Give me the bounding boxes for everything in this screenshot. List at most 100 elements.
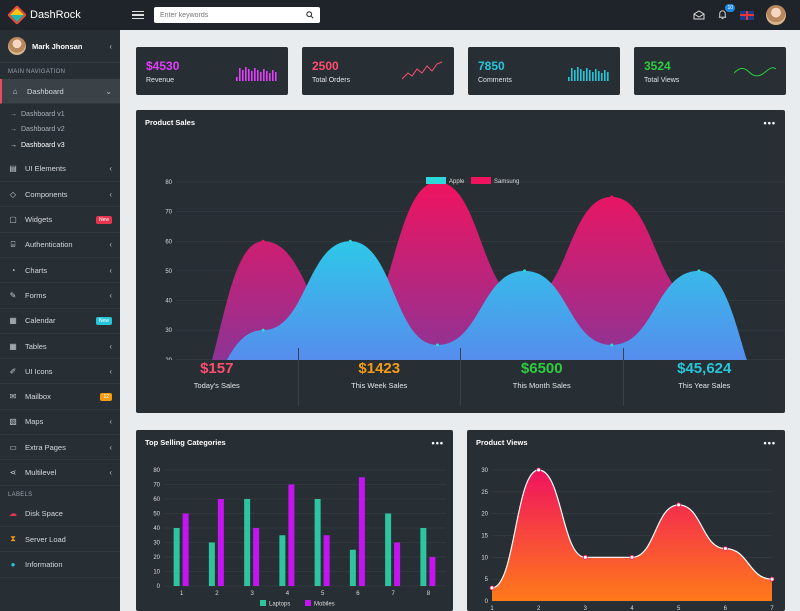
card-title: Product Sales — [145, 118, 196, 127]
sidebar-item-multilevel[interactable]: ⋖ Multilevel ‹ — [0, 460, 120, 486]
summary-value: $1423 — [358, 360, 401, 377]
y-tick-label: 50 — [165, 269, 172, 275]
bar-mobiles — [253, 528, 260, 586]
data-point — [536, 467, 542, 473]
bar-mobiles — [182, 513, 189, 586]
menu-toggle-icon[interactable] — [132, 10, 144, 20]
bar-mobiles — [358, 477, 365, 586]
sidebar-item-components[interactable]: ◇ Components ‹ — [0, 182, 120, 208]
data-point — [676, 502, 682, 508]
sidebar-item-tables[interactable]: ▦ Tables ‹ — [0, 334, 120, 360]
sparkline — [402, 61, 443, 80]
sidebar-item-forms[interactable]: ✎ Forms ‹ — [0, 283, 120, 309]
x-tick-label: 5 — [677, 606, 681, 611]
summary-cell: $45,624 This Year Sales — [624, 348, 786, 406]
mail-icon[interactable] — [693, 10, 705, 20]
summary-cell: $1423 This Week Sales — [299, 348, 461, 406]
stat-label: Total Orders — [312, 76, 351, 84]
sparkline — [734, 67, 776, 77]
chevron-left-icon: ‹ — [109, 290, 112, 300]
label-item-information[interactable]: ● Information — [0, 552, 120, 578]
bar-laptops — [208, 542, 215, 586]
user-panel[interactable]: Mark Jhonsan ‹ — [0, 30, 120, 63]
sales-summary: $157 Today's Sales $1423 This Week Sales $65… — [136, 348, 785, 406]
search-input[interactable] — [160, 11, 290, 19]
sidebar-item-label: Dashboard — [27, 86, 64, 96]
product-views-card: Product Views ••• 0 5 10 15 20 25 30 1 2 3 4 5 6 7 — [467, 430, 785, 611]
stat-label: Total Views — [644, 76, 680, 84]
sidebar-item-extra-pages[interactable]: ▭ Extra Pages ‹ — [0, 435, 120, 461]
sidebar-item-label: Tables — [25, 341, 47, 351]
sparkline — [236, 67, 277, 81]
label-item-server-load[interactable]: ⧗ Server Load — [0, 527, 120, 553]
widget-icon: ▢ — [9, 215, 17, 225]
sidebar-item-dashboard[interactable]: ⌂ Dashboard ⌄ — [0, 79, 120, 105]
stat-value: 2500 — [312, 58, 339, 73]
chevron-left-icon: ‹ — [109, 341, 112, 351]
y-tick-label: 5 — [485, 577, 489, 583]
stat-value: 7850 — [478, 58, 505, 73]
sidebar-item-label: Charts — [25, 265, 48, 275]
sidebar-item-label: Maps — [25, 417, 44, 427]
bar-laptops — [349, 549, 356, 586]
data-point — [610, 343, 614, 347]
y-tick-label: 0 — [485, 599, 489, 605]
more-icon[interactable]: ••• — [763, 118, 776, 128]
y-tick-label: 30 — [165, 328, 172, 334]
x-tick-label: 4 — [286, 591, 290, 597]
more-icon[interactable]: ••• — [431, 438, 444, 448]
edit-icon: ✎ — [9, 290, 17, 300]
chevron-left-icon: ‹ — [109, 417, 112, 427]
submenu-item[interactable]: → Dashboard v2 — [0, 122, 120, 138]
bar-mobiles — [217, 499, 224, 586]
submenu-item[interactable]: → Dashboard v3 — [0, 137, 120, 153]
user-name: Mark Jhonsan — [32, 41, 83, 51]
summary-label: This Week Sales — [351, 381, 408, 390]
summary-value: $6500 — [520, 360, 563, 377]
avatar[interactable] — [766, 5, 786, 25]
submenu-label: Dashboard v2 — [21, 126, 65, 134]
logo-icon — [7, 5, 27, 25]
sidebar-badge: 12 — [100, 392, 112, 401]
sidebar-item-ui-icons[interactable]: ✐ UI Icons ‹ — [0, 359, 120, 385]
more-icon[interactable]: ••• — [763, 438, 776, 448]
bar-laptops — [173, 528, 180, 586]
summary-label: This Year Sales — [678, 381, 731, 390]
chevron-left-icon: ‹ — [109, 240, 112, 250]
sidebar-item-mailbox[interactable]: ✉ Mailbox 12 — [0, 384, 120, 410]
y-tick-label: 30 — [481, 468, 488, 474]
sidebar-item-charts[interactable]: ◔ Charts ‹ — [0, 258, 120, 284]
sidebar-item-widgets[interactable]: ▢ Widgets New — [0, 207, 120, 233]
sidebar-item-label: Authentication — [25, 240, 73, 250]
chevron-left-icon: ‹ — [109, 468, 112, 477]
label-item-disk-space[interactable]: ☁ Disk Space — [0, 502, 120, 527]
arrow-right-icon: → — [10, 126, 17, 134]
submenu-item[interactable]: → Dashboard v1 — [0, 106, 120, 122]
sidebar-badge: New — [95, 316, 112, 325]
sidebar-item-label: Widgets — [25, 215, 53, 225]
bar-mobiles — [429, 557, 436, 586]
data-point — [629, 554, 635, 560]
y-tick-label: 20 — [165, 358, 172, 360]
label-item-text: Server Load — [25, 534, 66, 544]
data-point — [348, 239, 352, 243]
uk-flag-icon[interactable] — [740, 10, 754, 20]
sidebar-item-calendar[interactable]: ▦ Calendar New — [0, 309, 120, 334]
lock-icon: ⌸ — [10, 239, 16, 249]
x-tick-label: 2 — [537, 606, 541, 611]
bar-mobiles — [323, 535, 330, 586]
notifications[interactable]: 10 — [717, 3, 735, 22]
y-tick-label: 0 — [157, 584, 161, 590]
brand[interactable]: DashRock — [0, 0, 120, 30]
x-tick-label: 7 — [770, 606, 774, 611]
summary-cell: $6500 This Month Sales — [461, 348, 624, 406]
chevron-left-icon: ‹ — [109, 189, 112, 199]
bar-laptops — [420, 528, 427, 586]
sidebar-item-ui-elements[interactable]: ▤ UI Elements ‹ — [0, 157, 120, 183]
summary-value: $45,624 — [677, 360, 732, 377]
share-icon: ⋖ — [9, 468, 17, 477]
sidebar-item-maps[interactable]: ▧ Maps ‹ — [0, 410, 120, 436]
sidebar-item-authentication[interactable]: ⌸ Authentication ‹ — [0, 233, 120, 258]
sparkline — [568, 67, 609, 81]
search-icon[interactable] — [306, 11, 314, 19]
